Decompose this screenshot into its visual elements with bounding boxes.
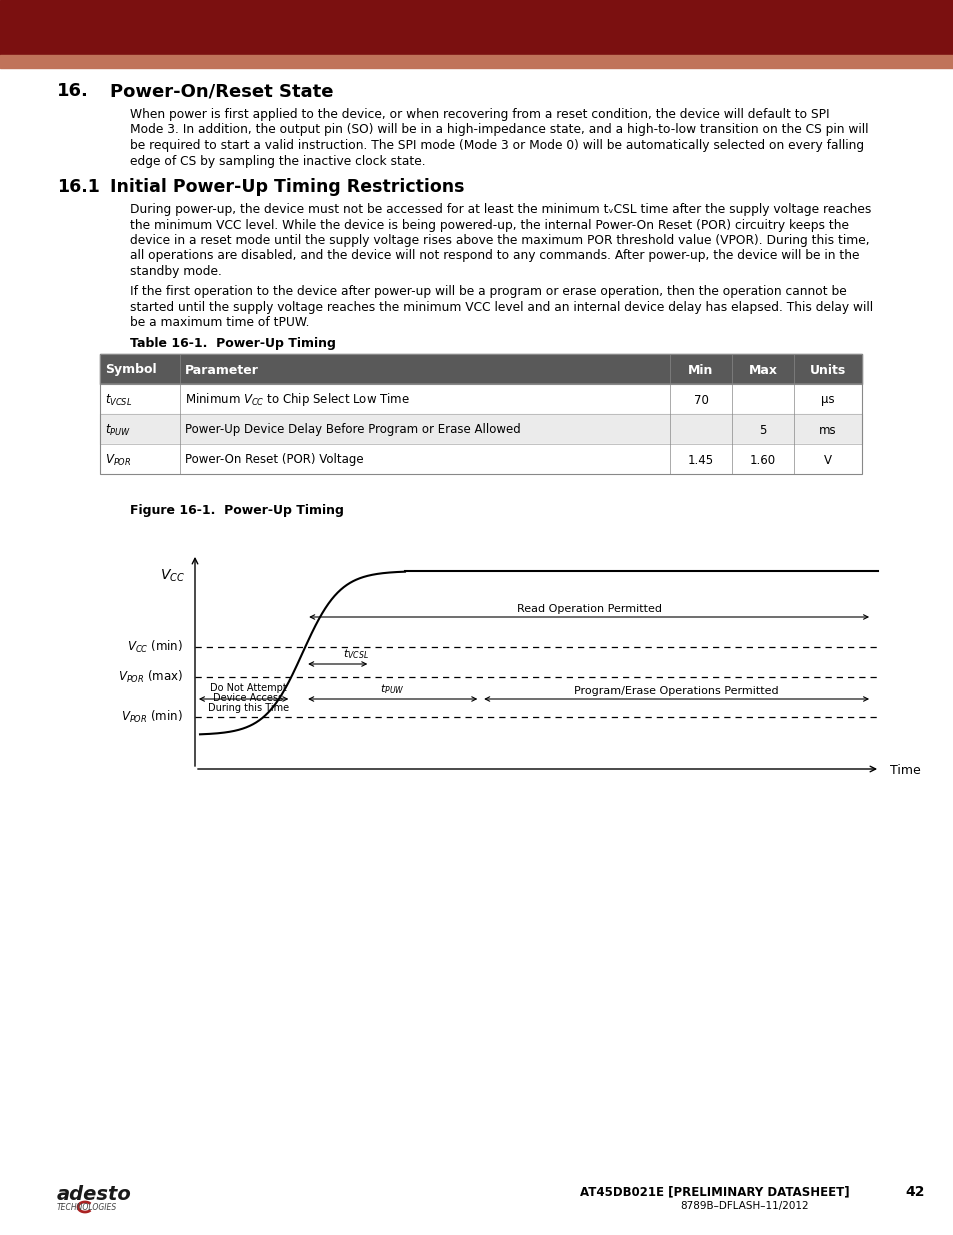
Text: When power is first applied to the device, or when recovering from a reset condi: When power is first applied to the devic… <box>130 107 829 121</box>
Text: be required to start a valid instruction. The SPI mode (Mode 3 or Mode 0) will b: be required to start a valid instruction… <box>130 140 863 152</box>
Bar <box>100 384 862 414</box>
Bar <box>100 414 862 445</box>
Text: Device Access: Device Access <box>213 693 283 703</box>
Text: Mode 3. In addition, the output pin (SO) will be in a high-impedance state, and : Mode 3. In addition, the output pin (SO)… <box>130 124 867 137</box>
Text: $t_{VCSL}$: $t_{VCSL}$ <box>105 393 132 408</box>
Text: 1.45: 1.45 <box>687 453 713 467</box>
Bar <box>0 56 953 68</box>
Text: 16.1: 16.1 <box>57 178 100 196</box>
Text: Symbol: Symbol <box>105 363 156 377</box>
Text: Power-On Reset (POR) Voltage: Power-On Reset (POR) Voltage <box>185 453 363 467</box>
Text: Units: Units <box>809 363 845 377</box>
Text: 5: 5 <box>759 424 766 436</box>
Text: Max: Max <box>748 363 777 377</box>
Text: 70: 70 <box>693 394 708 406</box>
Text: edge of CS by sampling the inactive clock state.: edge of CS by sampling the inactive cloc… <box>130 154 425 168</box>
Text: device in a reset mode until the supply voltage rises above the maximum POR thre: device in a reset mode until the supply … <box>130 233 869 247</box>
Text: TECHNOLOGIES: TECHNOLOGIES <box>57 1203 117 1212</box>
Bar <box>100 354 862 474</box>
Bar <box>100 354 862 384</box>
Text: Parameter: Parameter <box>185 363 258 377</box>
Text: Read Operation Permitted: Read Operation Permitted <box>517 604 661 614</box>
Text: Time: Time <box>889 764 920 778</box>
Text: $V_{CC}$ (min): $V_{CC}$ (min) <box>127 638 183 655</box>
Text: $V_{POR}$ (max): $V_{POR}$ (max) <box>118 669 183 685</box>
Text: μs: μs <box>821 394 834 406</box>
Text: Program/Erase Operations Permitted: Program/Erase Operations Permitted <box>574 685 778 697</box>
Text: If the first operation to the device after power-up will be a program or erase o: If the first operation to the device aft… <box>130 285 846 298</box>
Text: Do Not Attempt: Do Not Attempt <box>210 683 286 693</box>
Bar <box>100 445 862 474</box>
Text: Initial Power-Up Timing Restrictions: Initial Power-Up Timing Restrictions <box>110 178 464 196</box>
Text: the minimum VCC level. While the device is being powered-up, the internal Power-: the minimum VCC level. While the device … <box>130 219 848 231</box>
Text: Power-On/Reset State: Power-On/Reset State <box>110 82 334 100</box>
Text: Power-Up Device Delay Before Program or Erase Allowed: Power-Up Device Delay Before Program or … <box>185 424 520 436</box>
Text: ms: ms <box>819 424 836 436</box>
Text: $t_{PUW}$: $t_{PUW}$ <box>105 422 131 437</box>
Text: standby mode.: standby mode. <box>130 266 222 278</box>
Text: 1.60: 1.60 <box>749 453 775 467</box>
Text: During power-up, the device must not be accessed for at least the minimum tᵥCSL : During power-up, the device must not be … <box>130 203 870 216</box>
Text: 8789B–DFLASH–11/2012: 8789B–DFLASH–11/2012 <box>679 1200 808 1212</box>
Text: $t_{PUW}$: $t_{PUW}$ <box>380 682 405 697</box>
Text: Minimum $V_{CC}$ to Chip Select Low Time: Minimum $V_{CC}$ to Chip Select Low Time <box>185 391 410 409</box>
Text: Table 16-1.  Power-Up Timing: Table 16-1. Power-Up Timing <box>130 337 335 350</box>
Text: V: V <box>823 453 831 467</box>
Text: Min: Min <box>688 363 713 377</box>
Text: be a maximum time of tPUW.: be a maximum time of tPUW. <box>130 316 309 329</box>
Text: Figure 16-1.  Power-Up Timing: Figure 16-1. Power-Up Timing <box>130 504 343 517</box>
Text: During this Time: During this Time <box>208 703 289 713</box>
Text: $V_{POR}$: $V_{POR}$ <box>105 452 132 468</box>
Text: AT45DB021E [PRELIMINARY DATASHEET]: AT45DB021E [PRELIMINARY DATASHEET] <box>579 1186 849 1198</box>
Text: all operations are disabled, and the device will not respond to any commands. Af: all operations are disabled, and the dev… <box>130 249 859 263</box>
Text: $V_{POR}$ (min): $V_{POR}$ (min) <box>121 709 183 725</box>
Text: adesto: adesto <box>57 1186 132 1204</box>
Text: 16.: 16. <box>57 82 89 100</box>
Text: $V_{CC}$: $V_{CC}$ <box>160 568 185 584</box>
Bar <box>0 0 953 56</box>
Text: 42: 42 <box>904 1186 923 1199</box>
Text: started until the supply voltage reaches the minimum VCC level and an internal d: started until the supply voltage reaches… <box>130 300 872 314</box>
Text: $t_{VCSL}$: $t_{VCSL}$ <box>342 647 368 661</box>
